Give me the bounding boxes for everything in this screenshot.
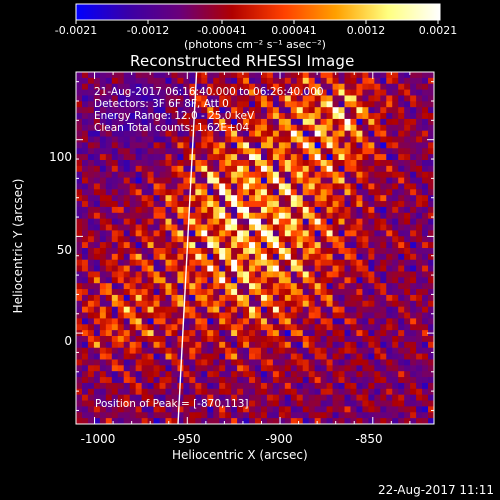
colorbar-ticks (75, 20, 439, 24)
colorbar-tick-label: -0.00041 (197, 24, 247, 37)
detectors-annotation: Detectors: 3F 6F 8F, Att 0 (94, 98, 229, 110)
colorbar-tick-label: 0.0012 (346, 24, 386, 37)
plot-frame (75, 71, 435, 425)
timestamp: 22-Aug-2017 11:11 (377, 483, 494, 497)
counts-annotation: Clean Total counts: 1.62E+04 (94, 122, 250, 134)
energy-annotation: Energy Range: 12.0 - 25.0 keV (94, 110, 255, 122)
x-tick-label: -950 (173, 432, 201, 446)
y-tick-label: 50 (56, 243, 72, 257)
plot-title: Reconstructed RHESSI Image (130, 52, 355, 70)
y-tick-label: 0 (64, 334, 72, 348)
time-range-annotation: 21-Aug-2017 06:16:40.000 to 06:26:40.000 (94, 86, 324, 98)
colorbar-units: (photons cm⁻² s⁻¹ asec⁻²) (184, 38, 326, 51)
colorbar-tick-label: 0.0021 (418, 24, 458, 37)
colorbar-tick-label: -0.0021 (54, 24, 98, 37)
colorbar (75, 3, 441, 21)
x-tick-label: -850 (355, 432, 383, 446)
y-axis-label: Heliocentric Y (arcsec) (11, 178, 25, 314)
y-tick-label: 100 (49, 150, 72, 164)
solar-limb-line (177, 72, 198, 424)
colorbar-tick-label: -0.0012 (126, 24, 170, 37)
axis-ticks (76, 72, 434, 424)
x-tick-label: -1000 (80, 432, 116, 446)
peak-position-annotation: Position of Peak = [-870,113] (95, 398, 249, 410)
x-axis-label: Heliocentric X (arcsec) (172, 448, 308, 462)
x-tick-label: -900 (265, 432, 293, 446)
colorbar-tick-label: 0.00041 (271, 24, 317, 37)
